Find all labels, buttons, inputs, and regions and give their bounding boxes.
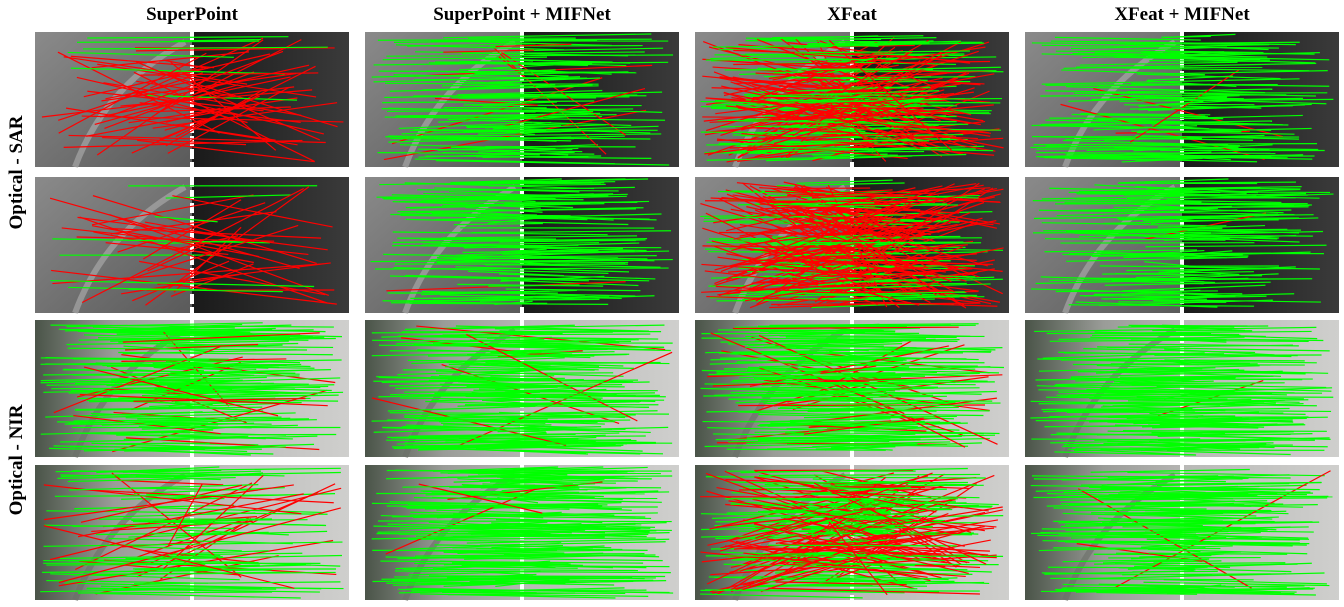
correct-match [135, 569, 224, 570]
correct-match [1049, 416, 1235, 417]
image-pair [365, 177, 679, 313]
column-header: XFeat + MIFNet [1114, 4, 1250, 25]
row-label: Optical - SAR [6, 115, 27, 229]
row-label: Optical - NIR [6, 404, 27, 515]
correct-match [384, 199, 584, 200]
image-pair [35, 32, 349, 167]
correct-match [447, 416, 583, 417]
figure: SuperPoint SuperPoint + MIFNet XFeat XFeat … [0, 0, 1344, 602]
image-pair [35, 465, 349, 600]
correct-match [793, 346, 884, 347]
correct-match [1157, 253, 1271, 254]
correct-match [429, 576, 665, 577]
image-pair [365, 320, 679, 457]
correct-match [1139, 131, 1242, 132]
image-pair [695, 177, 1009, 313]
correct-match [718, 330, 884, 331]
correct-match [706, 60, 872, 61]
correct-match [505, 405, 538, 406]
image-pair [1025, 320, 1339, 457]
column-headers: SuperPoint SuperPoint + MIFNet XFeat XFeat … [146, 4, 1250, 25]
correct-match [440, 473, 661, 474]
correct-match [1053, 548, 1220, 549]
correct-match [815, 95, 941, 96]
correct-match [1073, 364, 1305, 365]
correct-match [100, 443, 210, 444]
correct-match [813, 332, 895, 333]
correct-match [1159, 188, 1301, 189]
column-header: XFeat [827, 4, 877, 25]
column-header: SuperPoint + MIFNet [433, 4, 611, 25]
correct-match [1081, 278, 1268, 279]
correct-match [811, 141, 929, 142]
image-pair [35, 177, 349, 313]
image-pair [695, 465, 1009, 600]
correct-match [116, 435, 336, 436]
correct-match [1036, 149, 1208, 150]
correct-match [65, 424, 218, 425]
image-pair [1025, 177, 1339, 313]
image-pair [1025, 32, 1339, 167]
correct-match [768, 545, 957, 546]
correct-match [1046, 85, 1278, 86]
image-pair [365, 465, 679, 600]
image-pair [1025, 465, 1339, 600]
correct-match [786, 337, 957, 338]
image-pair [35, 320, 349, 457]
correct-match [836, 525, 903, 526]
panels [35, 32, 1339, 600]
correct-match [378, 521, 672, 522]
correct-match [1033, 232, 1206, 233]
image-pair [695, 320, 1009, 457]
image-pair [365, 32, 679, 167]
column-header: SuperPoint [146, 4, 239, 25]
image-pair [695, 32, 1009, 167]
correct-match [1076, 448, 1260, 449]
correct-match [1145, 511, 1202, 512]
page: SuperPoint SuperPoint + MIFNet XFeat XFeat … [0, 0, 1344, 602]
correct-match [1123, 431, 1327, 432]
row-labels: Optical - SAR Optical - NIR [6, 115, 27, 515]
